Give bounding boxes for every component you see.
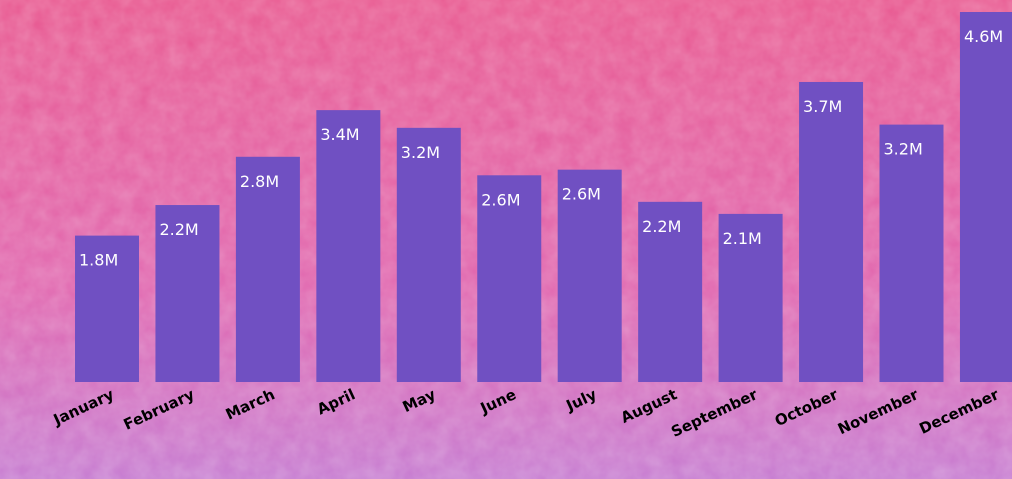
value-label: 2.2M	[642, 217, 681, 236]
value-label: 3.2M	[884, 140, 923, 159]
bar	[799, 81, 864, 382]
value-label: 3.7M	[803, 97, 842, 116]
value-label: 2.2M	[159, 220, 198, 239]
bar	[316, 110, 381, 382]
value-label: 2.8M	[240, 172, 279, 191]
value-label: 4.6M	[964, 27, 1003, 46]
bar	[718, 213, 783, 382]
bar	[959, 12, 1012, 382]
value-label: 3.2M	[401, 143, 440, 162]
bar	[396, 127, 461, 383]
value-label: 1.8M	[79, 251, 118, 270]
bar	[235, 156, 300, 382]
value-label: 2.6M	[481, 190, 520, 209]
value-label: 2.6M	[562, 185, 601, 204]
bar	[477, 175, 542, 382]
value-label: 2.1M	[723, 229, 762, 248]
bar	[75, 235, 139, 382]
bar	[638, 201, 703, 382]
bar	[557, 169, 622, 382]
value-label: 3.4M	[320, 125, 359, 144]
bar	[879, 124, 944, 382]
bar	[155, 205, 220, 382]
